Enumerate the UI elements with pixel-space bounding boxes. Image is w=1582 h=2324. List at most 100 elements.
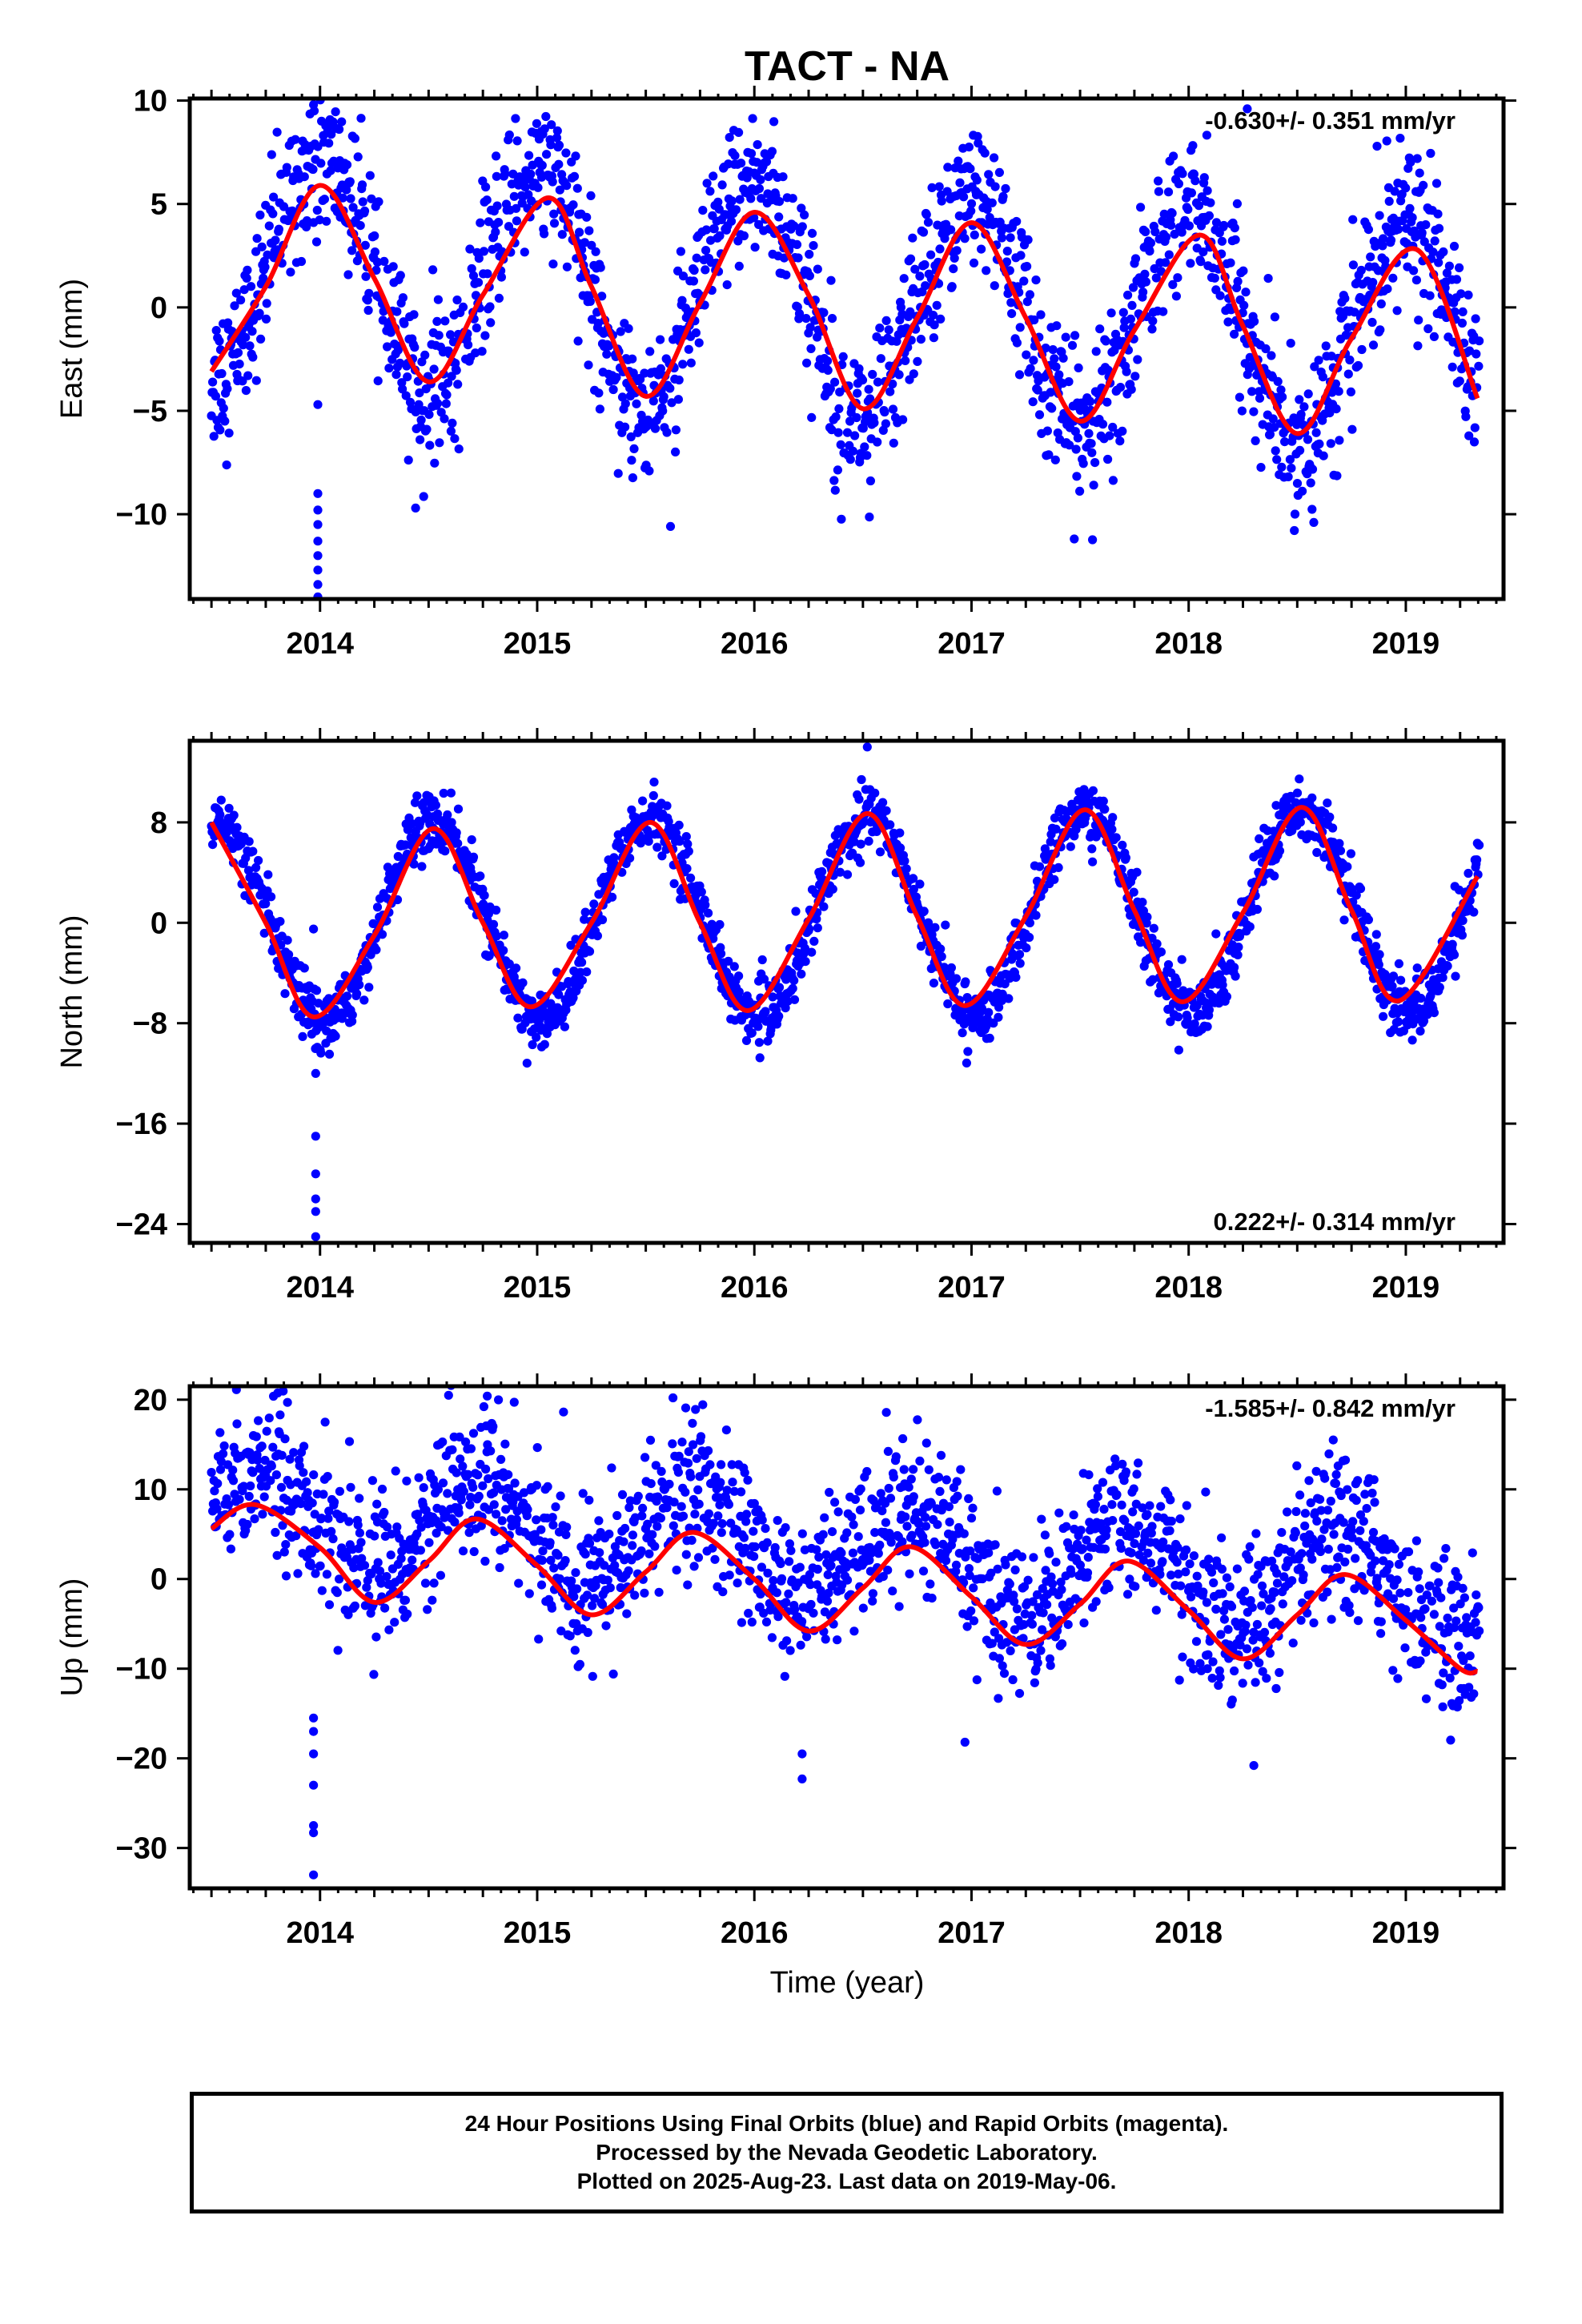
data-point — [257, 242, 267, 251]
data-point — [807, 412, 817, 423]
data-point — [1376, 299, 1386, 309]
data-point — [915, 879, 925, 889]
data-point — [556, 1626, 566, 1636]
data-point — [1438, 973, 1447, 983]
data-point — [648, 1530, 657, 1539]
data-point — [302, 1477, 311, 1486]
data-point — [1177, 227, 1186, 237]
data-point — [262, 1426, 271, 1436]
data-point — [532, 119, 542, 128]
data-point — [1307, 505, 1317, 514]
data-point — [824, 1588, 833, 1598]
data-point — [734, 971, 744, 981]
data-point — [295, 1461, 304, 1470]
data-point — [423, 1605, 432, 1614]
data-point — [697, 887, 706, 897]
data-point — [1025, 290, 1034, 300]
data-point — [374, 197, 383, 207]
data-point — [665, 384, 675, 393]
data-point — [985, 213, 994, 223]
data-point — [372, 1499, 382, 1509]
data-point — [657, 851, 667, 861]
data-point — [466, 1444, 476, 1454]
data-point — [777, 1574, 787, 1583]
data-point — [749, 1552, 759, 1562]
data-point — [675, 836, 685, 846]
data-point — [440, 846, 450, 856]
data-point — [468, 1482, 478, 1492]
data-point — [509, 191, 519, 201]
data-point — [239, 1482, 248, 1491]
data-point — [1189, 169, 1199, 179]
data-point — [344, 1517, 354, 1526]
data-point — [281, 1571, 291, 1581]
data-point — [1022, 297, 1032, 307]
data-point — [1019, 276, 1029, 286]
data-point — [512, 963, 521, 973]
data-point — [969, 258, 979, 267]
data-point — [1074, 363, 1083, 372]
data-point — [533, 183, 543, 192]
data-point — [235, 1494, 244, 1504]
data-point — [1036, 310, 1046, 320]
data-point — [1149, 923, 1158, 933]
data-point — [474, 1491, 484, 1501]
data-point — [1407, 213, 1417, 223]
data-point — [223, 384, 232, 393]
data-point — [869, 418, 879, 428]
data-point — [1067, 340, 1078, 350]
outlier-point — [313, 580, 323, 589]
data-point — [244, 837, 254, 846]
data-point — [266, 1476, 275, 1486]
data-point — [279, 1547, 289, 1557]
data-point — [733, 1578, 742, 1588]
data-point — [356, 114, 366, 123]
data-point — [1088, 535, 1098, 545]
data-point — [994, 1012, 1003, 1022]
data-point — [461, 1437, 471, 1447]
data-point — [972, 175, 982, 185]
data-point — [342, 991, 352, 1001]
data-point — [1033, 385, 1042, 395]
data-point — [528, 1039, 537, 1050]
data-point — [722, 280, 732, 290]
data-point — [548, 177, 557, 187]
data-point — [689, 276, 699, 286]
data-point — [715, 919, 725, 930]
data-point — [605, 1583, 615, 1593]
plot-frame — [187, 738, 1506, 1245]
data-point — [677, 296, 687, 305]
data-point — [689, 1440, 698, 1449]
data-point — [923, 218, 934, 227]
data-point — [649, 778, 659, 787]
data-point — [1292, 479, 1303, 489]
data-point — [704, 908, 713, 918]
data-point — [546, 140, 556, 150]
data-point — [761, 1007, 770, 1016]
data-point — [1061, 332, 1070, 342]
data-point — [653, 1492, 663, 1502]
panel-2: 2014 2015 2016 2017 2018 201920100−10−20−30Up… — [55, 1373, 1516, 1950]
data-point — [548, 1513, 557, 1522]
data-point — [977, 1003, 986, 1013]
data-point — [809, 241, 818, 251]
data-point — [1136, 938, 1146, 947]
data-point — [845, 416, 855, 426]
data-point — [250, 1514, 259, 1524]
data-point — [936, 944, 946, 954]
data-point — [1161, 258, 1170, 267]
data-point — [624, 324, 633, 333]
data-point — [458, 1462, 468, 1471]
data-point — [1106, 308, 1116, 318]
data-point — [813, 923, 822, 933]
data-point — [853, 388, 862, 398]
data-point — [820, 1513, 829, 1522]
data-point — [236, 296, 246, 305]
data-point — [825, 1487, 834, 1498]
data-point — [1218, 980, 1227, 990]
data-point — [1475, 336, 1484, 346]
data-point — [434, 331, 444, 340]
data-point — [568, 200, 578, 210]
data-point — [805, 323, 815, 332]
data-point — [1353, 360, 1363, 371]
